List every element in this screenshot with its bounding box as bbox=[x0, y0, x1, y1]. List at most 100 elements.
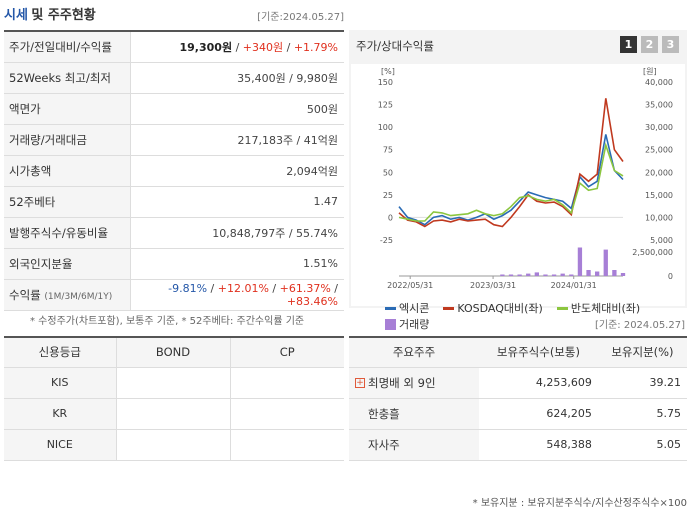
chart-tab-3[interactable]: 3 bbox=[662, 36, 679, 53]
credit-row: KIS bbox=[4, 367, 344, 399]
holders-header: 보유지분(%) bbox=[597, 337, 687, 368]
y-right-tick-label: 15,000 bbox=[645, 191, 673, 200]
credit-cp bbox=[230, 367, 344, 399]
holder-name-cell: + 최명배 외 9인 bbox=[349, 367, 479, 399]
chart-tab-1[interactable]: 1 bbox=[620, 36, 637, 53]
quote-row-returns: 수익률 (1M/3M/6M/1Y) -9.81% / +12.01% / +61… bbox=[4, 279, 344, 311]
quote-label: 외국인지분율 bbox=[4, 248, 131, 280]
chart-canvas: [%] [원] 150 125 100 75 50 25 0 -25 40,000 35,000 30,… bbox=[351, 64, 685, 331]
legend-swatch-kosdaq bbox=[443, 306, 455, 310]
major-holders-table: 주요주주 보유주식수(보통) 보유지분(%) + 최명배 외 9인 4,253,6… bbox=[349, 336, 687, 461]
credit-bond bbox=[116, 398, 231, 430]
y-right-tick-label: 30,000 bbox=[645, 123, 673, 132]
returns-sublabel: (1M/3M/6M/1Y) bbox=[44, 291, 113, 302]
quote-label: 액면가 bbox=[4, 93, 131, 125]
y-left-tick-label: 125 bbox=[378, 101, 393, 110]
return-1m: -9.81% bbox=[168, 281, 208, 295]
separator: / bbox=[207, 281, 218, 295]
holders-header: 보유주식수(보통) bbox=[479, 337, 598, 368]
y-right-tick-label: 20,000 bbox=[645, 168, 673, 177]
volume-bar bbox=[603, 249, 608, 276]
y-right-tick-label: 40,000 bbox=[645, 78, 673, 87]
chart-legend: 엑시콘 KOSDAQ대비(좌) 반도체대비(좌) 거래량 bbox=[385, 300, 648, 332]
x-tick-label: 2024/01/31 bbox=[551, 281, 597, 290]
volume-bar bbox=[526, 273, 531, 276]
legend-item[interactable]: KOSDAQ대비(좌) bbox=[443, 300, 543, 316]
credit-header: CP bbox=[230, 337, 344, 368]
credit-header: 신용등급 bbox=[4, 337, 117, 368]
x-tick-label: 2022/05/31 bbox=[387, 281, 433, 290]
quote-row-par: 액면가 500원 bbox=[4, 93, 344, 125]
volume-bar bbox=[612, 270, 617, 276]
price-change: +340원 bbox=[242, 40, 284, 54]
credit-agency: KR bbox=[4, 398, 117, 430]
y-right-tick-label: 35,000 bbox=[645, 101, 673, 110]
separator: / bbox=[268, 281, 280, 295]
volume-bar bbox=[560, 273, 565, 276]
legend-item[interactable]: 반도체대비(좌) bbox=[556, 300, 640, 316]
chart-tab-2[interactable]: 2 bbox=[641, 36, 658, 53]
quote-value: 1.47 bbox=[130, 186, 344, 218]
quote-value: 19,300원 / +340원 / +1.79% bbox=[130, 31, 344, 63]
return-1y: +83.46% bbox=[286, 294, 338, 308]
section-title-main: 시세 bbox=[4, 8, 28, 23]
legend-swatch-semiconductor bbox=[556, 306, 568, 310]
legend-row: 거래량 bbox=[385, 316, 648, 332]
quote-row-volume: 거래량/거래대금 217,183주 / 41억원 bbox=[4, 124, 344, 156]
holder-name: 자사주 bbox=[368, 437, 400, 452]
return-3m: +12.01% bbox=[217, 281, 269, 295]
y-right-tick-label: 10,000 bbox=[645, 213, 673, 222]
quote-value: 500원 bbox=[130, 93, 344, 125]
legend-item[interactable]: 엑시콘 bbox=[385, 300, 429, 316]
volume-bar bbox=[500, 274, 505, 276]
legend-item[interactable]: 거래량 bbox=[385, 316, 429, 332]
credit-row: NICE bbox=[4, 429, 344, 461]
right-unit-label: [원] bbox=[643, 67, 657, 76]
y-left-tick-label: 50 bbox=[383, 168, 393, 177]
volume-bar bbox=[508, 274, 514, 276]
credit-cp bbox=[230, 429, 344, 461]
quote-footnote: * 수정주가(차트포함), 보통주 기준, * 52주베타: 주간수익률 기준 bbox=[30, 316, 305, 327]
quote-value: 217,183주 / 41억원 bbox=[130, 124, 344, 156]
holder-name-cell: 자사주 bbox=[349, 429, 479, 461]
section-header: 시세 및 주주현황 [기준:2024.05.27] bbox=[4, 4, 344, 24]
section-title-rest: 및 주주현황 bbox=[31, 8, 96, 23]
quote-value: 1.51% bbox=[130, 248, 344, 280]
holders-header: 주요주주 bbox=[349, 337, 479, 368]
quote-label: 52주베타 bbox=[4, 186, 131, 218]
volume-bar bbox=[595, 271, 600, 276]
return-6m: +61.37% bbox=[279, 281, 331, 295]
holder-shares: 624,205 bbox=[479, 398, 598, 430]
holder-name[interactable]: 최명배 외 9인 bbox=[368, 375, 436, 390]
y-left-tick-label: 100 bbox=[378, 123, 393, 132]
separator: / bbox=[283, 40, 294, 54]
expand-icon[interactable]: + bbox=[355, 378, 365, 388]
price-value: 19,300원 bbox=[179, 40, 233, 54]
separator: / bbox=[330, 281, 338, 295]
y-left-tick-label: 150 bbox=[378, 78, 393, 87]
volume-bar bbox=[569, 274, 574, 276]
holders-footnote: * 보유지분 : 보유지분주식수/지수산정주식수×100 bbox=[472, 498, 687, 509]
holder-row: 한충흘 624,205 5.75 bbox=[349, 398, 687, 430]
base-date: [기준:2024.05.27] bbox=[257, 12, 344, 23]
quote-label: 수익률 (1M/3M/6M/1Y) bbox=[4, 279, 131, 311]
holder-name: 한충흘 bbox=[368, 406, 400, 421]
chart-title: 주가/상대수익률 bbox=[356, 39, 434, 53]
chart-panel: 주가/상대수익률 1 2 3 [%] [원] 150 125 100 75 50 25 0 -25… bbox=[349, 30, 687, 331]
credit-agency: NICE bbox=[4, 429, 117, 461]
quote-row-52w: 52Weeks 최고/최저 35,400원 / 9,980원 bbox=[4, 62, 344, 94]
quote-row-beta: 52주베타 1.47 bbox=[4, 186, 344, 218]
y-left-tick-label: 0 bbox=[388, 213, 393, 222]
credit-header-row: 신용등급 BOND CP bbox=[4, 337, 344, 368]
y-right-tick-label: 5,000 bbox=[650, 236, 673, 245]
credit-cp bbox=[230, 398, 344, 430]
holder-row: + 최명배 외 9인 4,253,609 39.21 bbox=[349, 367, 687, 399]
legend-swatch-excicon bbox=[385, 306, 396, 310]
quote-value: 10,848,797주 / 55.74% bbox=[130, 217, 344, 249]
volume-bar bbox=[517, 274, 522, 276]
series-line bbox=[398, 142, 624, 222]
quote-row-mcap: 시가총액 2,094억원 bbox=[4, 155, 344, 187]
credit-bond bbox=[116, 429, 231, 461]
credit-row: KR bbox=[4, 398, 344, 430]
returns-label: 수익률 bbox=[9, 287, 41, 302]
